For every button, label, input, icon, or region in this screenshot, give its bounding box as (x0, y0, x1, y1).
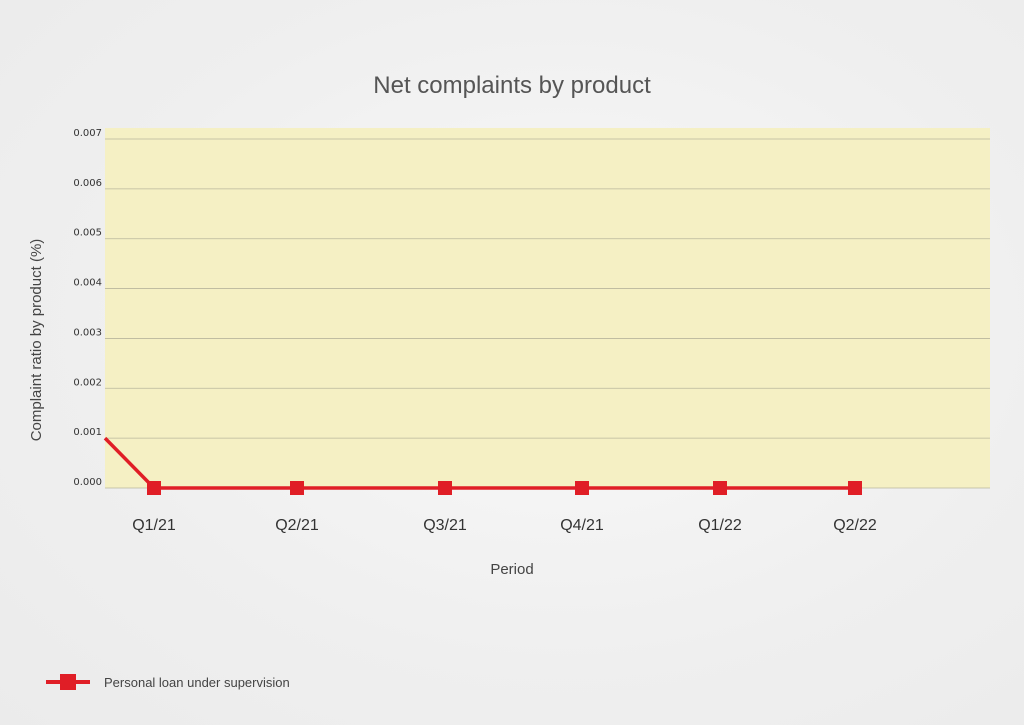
x-tick-label: Q2/21 (275, 517, 319, 534)
y-tick-label: 0.002 (73, 377, 102, 388)
data-point (713, 481, 727, 495)
legend-marker (60, 674, 76, 690)
x-axis-label: Period (490, 561, 533, 578)
y-tick-label: 0.000 (73, 477, 102, 488)
data-point (848, 481, 862, 495)
y-axis-label: Complaint ratio by product (%) (28, 239, 45, 442)
gridlines (105, 138, 990, 489)
y-tick-label: 0.005 (73, 228, 102, 239)
x-tick-label: Q4/21 (560, 517, 604, 534)
y-tick-label: 0.003 (73, 327, 102, 338)
data-point (438, 481, 452, 495)
legend: Personal loan under supervision (46, 672, 290, 692)
x-tick-label: Q2/22 (833, 517, 877, 534)
data-point (147, 481, 161, 495)
legend-swatch (46, 672, 90, 692)
x-tick-label: Q1/22 (698, 517, 742, 534)
data-point (575, 481, 589, 495)
plot-area (105, 128, 990, 488)
y-tick-label: 0.006 (73, 178, 102, 189)
x-axis-ticks: Q1/21 Q2/21 Q3/21 Q4/21 Q1/22 Q2/22 (132, 517, 877, 534)
y-axis-ticks: 0.000 0.001 0.002 0.003 0.004 0.005 0.006 0.007 (73, 128, 102, 488)
series-personal-loan (103, 436, 862, 495)
x-tick-label: Q3/21 (423, 517, 467, 534)
x-tick-label: Q1/21 (132, 517, 176, 534)
chart-title: Net complaints by product (373, 72, 651, 99)
data-point (290, 481, 304, 495)
y-tick-label: 0.007 (73, 128, 102, 139)
legend-label: Personal loan under supervision (104, 674, 290, 690)
y-tick-label: 0.001 (73, 427, 102, 438)
y-tick-label: 0.004 (73, 278, 102, 289)
